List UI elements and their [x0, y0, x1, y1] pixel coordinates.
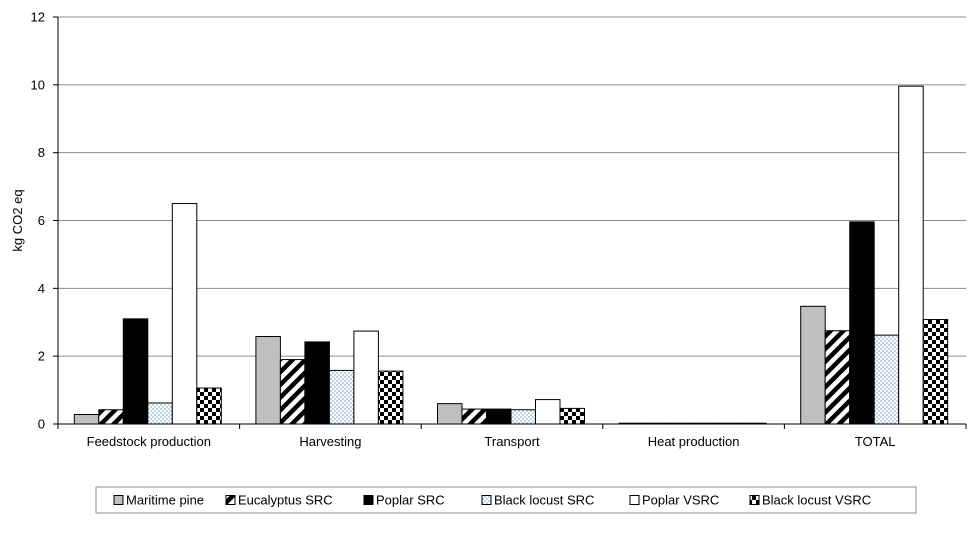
- y-tick-label: 2: [38, 349, 45, 364]
- axes: [53, 16, 967, 429]
- legend-label: Eucalyptus SRC: [238, 493, 333, 508]
- legend-label: Poplar SRC: [376, 493, 445, 508]
- y-tick-label: 12: [31, 10, 45, 25]
- bar: [559, 407, 585, 425]
- bar: [304, 341, 330, 425]
- bar: [196, 387, 222, 425]
- legend-swatch: [113, 495, 124, 505]
- bar: [461, 408, 487, 425]
- legend-label: Black locust SRC: [494, 493, 594, 508]
- bar: [824, 330, 851, 425]
- x-category-label: Heat production: [648, 434, 740, 449]
- bar: [849, 221, 875, 425]
- bar: [279, 359, 306, 425]
- x-category-label: Feedstock production: [87, 434, 211, 449]
- y-tick-label: 0: [38, 417, 45, 432]
- legend-label: Maritime pine: [126, 493, 204, 508]
- y-tick-label: 4: [38, 281, 45, 296]
- bars: [73, 85, 949, 425]
- legend-swatch: [481, 495, 492, 505]
- bar: [800, 305, 826, 425]
- bar: [510, 409, 536, 425]
- y-axis-title: kg CO2 eq: [10, 189, 25, 251]
- bar: [98, 409, 124, 425]
- y-tick-label: 10: [31, 77, 45, 92]
- bar: [73, 414, 100, 425]
- x-category-label: TOTAL: [855, 434, 896, 449]
- axis-labels: 0 2 4 6 8 10 12 Feedstock production Harvesting T…: [10, 10, 896, 450]
- bar: [122, 318, 149, 425]
- bar: [873, 334, 900, 425]
- legend-swatch: [363, 495, 374, 505]
- x-category-label: Harvesting: [299, 434, 361, 449]
- legend-swatch: [749, 495, 760, 505]
- bar: [147, 402, 173, 425]
- bar: [437, 403, 463, 425]
- bar: [377, 370, 404, 425]
- bar: [898, 85, 924, 425]
- bar: [328, 369, 355, 425]
- bar: [255, 335, 281, 425]
- legend-label: Poplar VSRC: [642, 493, 719, 508]
- bar: [922, 319, 949, 425]
- x-category-label: Transport: [484, 434, 540, 449]
- legend-swatch: [225, 495, 236, 505]
- y-tick-label: 6: [38, 213, 45, 228]
- bar: [171, 203, 198, 425]
- bar: [353, 330, 379, 425]
- bar: [535, 399, 561, 425]
- legend: Maritime pine Eucalyptus SRC Poplar SRC Bla…: [95, 486, 917, 514]
- legend-label: Black locust VSRC: [762, 493, 871, 508]
- y-tick-label: 8: [38, 145, 45, 160]
- legend-swatch: [629, 495, 640, 505]
- bar: [486, 408, 512, 425]
